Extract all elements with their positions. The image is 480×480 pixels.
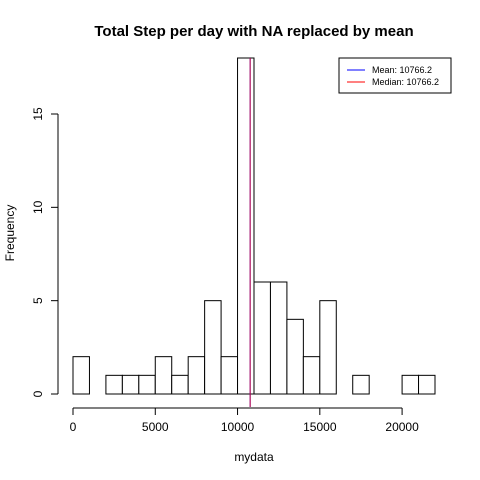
histogram-bar bbox=[72, 356, 90, 395]
histogram-bar bbox=[220, 356, 239, 395]
histogram-bar bbox=[237, 57, 255, 395]
y-axis: 0 5 10 15 bbox=[31, 107, 59, 397]
x-axis: 0 5000 10000 15000 20000 bbox=[70, 407, 419, 434]
histogram-bar bbox=[253, 281, 271, 395]
y-axis-label: Frequency bbox=[3, 205, 17, 262]
histogram-bar bbox=[171, 374, 189, 395]
y-tick-label: 0 bbox=[31, 390, 45, 397]
y-tick-label: 15 bbox=[31, 107, 45, 121]
x-tick-label: 10000 bbox=[221, 420, 255, 434]
legend: Mean: 10766.2 Median: 10766.2 bbox=[338, 57, 452, 94]
x-tick-label: 5000 bbox=[142, 420, 169, 434]
histogram-bar bbox=[401, 374, 420, 395]
histogram-bar bbox=[204, 300, 222, 395]
histogram-bar bbox=[269, 281, 288, 395]
x-tick-label: 0 bbox=[70, 420, 77, 434]
legend-entry: Median: 10766.2 bbox=[372, 77, 439, 87]
histogram-bar bbox=[105, 374, 123, 395]
legend-entry: Mean: 10766.2 bbox=[372, 65, 432, 75]
histogram-bar bbox=[138, 374, 156, 395]
x-tick-label: 20000 bbox=[385, 420, 419, 434]
histogram-bar bbox=[319, 300, 337, 395]
x-axis-label: mydata bbox=[234, 450, 274, 464]
histogram-bars bbox=[72, 57, 436, 395]
histogram-bar bbox=[302, 356, 321, 395]
x-tick-label: 15000 bbox=[303, 420, 337, 434]
histogram-bar bbox=[418, 374, 436, 395]
histogram-bar bbox=[352, 374, 370, 395]
histogram-bar bbox=[121, 374, 140, 395]
chart-title: Total Step per day with NA replaced by m… bbox=[94, 23, 413, 40]
histogram-bar bbox=[286, 318, 304, 395]
y-tick-label: 10 bbox=[31, 200, 45, 214]
histogram-bar bbox=[187, 356, 206, 395]
y-tick-label: 5 bbox=[31, 297, 45, 304]
legend-box bbox=[338, 57, 452, 94]
histogram-bar bbox=[154, 356, 173, 395]
